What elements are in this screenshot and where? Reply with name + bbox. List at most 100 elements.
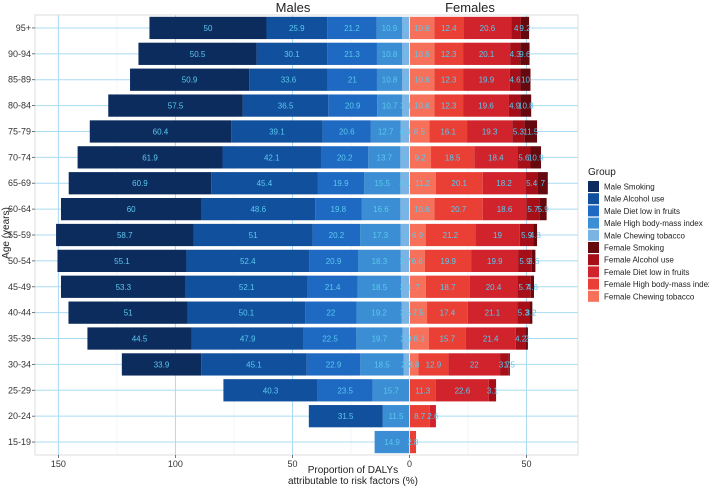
bar-female-smoking [520,68,531,91]
data-label: 57.5 [168,102,184,111]
bar-male-chewing-tobacco [402,327,410,350]
data-label: 18.6 [497,205,513,214]
bar-male-diet-low-in-fruits [317,379,373,402]
bar-male-alcohol-use [186,249,310,273]
bar-female-chewing-tobacco [409,120,430,143]
bar-male-alcohol-use [266,16,328,40]
panel-title-females: Females [445,0,495,15]
bar-male-high-body-mass-index [361,197,401,221]
bar-female-chewing-tobacco [409,94,435,117]
data-label: 20.6 [339,127,355,136]
bar-male-alcohol-use [256,42,328,65]
bar-male-high-body-mass-index [357,249,401,273]
data-label: 52.1 [239,283,255,292]
y-tick-label: 45-49 [8,282,31,292]
data-label: 51 [124,309,133,318]
bar-female-high-body-mass-index [434,16,464,40]
bar-male-high-body-mass-index [357,275,402,298]
data-label: 20.9 [345,102,361,111]
data-label: 19.9 [440,257,456,266]
bar-male-diet-low-in-fruits [305,301,357,324]
data-label: 19 [493,231,502,240]
data-label: 5.6 [518,153,530,162]
data-label: 22 [326,309,335,318]
bar-male-alcohol-use [191,327,304,350]
bar-male-high-body-mass-index [360,353,404,376]
data-label: 4.3 [510,50,522,59]
data-label: 4.9 [509,102,521,111]
data-label: 8.3 [414,335,426,344]
data-label: 12.3 [441,102,457,111]
bar-female-smoking [530,146,542,169]
bar-female-chewing-tobacco [409,327,429,350]
bar-female-high-body-mass-index [429,120,468,143]
y-tick-label: 55-59 [8,230,31,240]
y-tick-label: 15-19 [8,437,31,447]
bar-male-alcohol-use [308,405,383,428]
data-label: 12.9 [426,360,442,369]
legend-swatch [588,278,599,290]
bar-male-diet-low-in-fruits [307,275,358,298]
data-label: 5.3 [513,127,525,136]
data-label: 10.6 [414,76,430,85]
bar-male-alcohol-use [187,301,306,324]
data-labels-layer: 310.921.225.950 10.6 12.4 20.6 4 9.2310.821.3… [114,24,549,447]
data-label: 20.2 [329,231,345,240]
data-label: 8.7 [414,412,426,421]
bar-female-chewing-tobacco [409,301,428,324]
bar-male-high-body-mass-index [374,430,410,454]
data-label: 2.2 [401,360,413,369]
bar-female-smoking [537,172,548,195]
data-label: 21.4 [483,335,499,344]
bar-male-high-body-mass-index [376,68,403,91]
data-label: 8.5 [414,127,426,136]
bar-female-diet-low-in-fruits [429,405,436,428]
bar-female-smoking [525,327,528,350]
data-label: 21.4 [325,283,341,292]
data-label: 9.2 [519,24,531,33]
data-label: 45.4 [257,179,273,188]
data-label: 9.6 [519,50,531,59]
bar-male-chewing-tobacco [402,68,410,91]
bar-female-smoking [533,223,538,247]
bar-male-high-body-mass-index [356,327,403,350]
data-label: 11.5 [523,127,539,136]
data-label: 7.5 [413,309,425,318]
bar-female-diet-low-in-fruits [435,379,489,402]
data-label: 53.3 [116,283,132,292]
bar-female-alcohol-use [519,223,534,247]
bar-male-alcohol-use [222,146,322,169]
data-label: 18.5 [445,153,461,162]
data-label: 1.5 [504,360,516,369]
bar-male-high-body-mass-index [370,120,401,143]
bar-male-alcohol-use [201,353,307,376]
bar-female-alcohol-use [510,42,521,65]
bar-male-high-body-mass-index [360,223,401,247]
bar-male-smoking [77,146,223,169]
data-label: 10.9 [528,153,544,162]
legend-label: Female High body-mass index [604,280,709,289]
bar-male-high-body-mass-index [382,405,410,428]
bar-female-diet-low-in-fruits [465,327,516,350]
data-label: 22.5 [322,335,338,344]
bar-female-chewing-tobacco [409,42,435,65]
bar-female-diet-low-in-fruits [463,16,512,40]
bar-male-diet-low-in-fruits [317,172,365,195]
bar-female-diet-low-in-fruits [471,249,519,273]
data-label: 10.9 [382,24,398,33]
data-label: 9.2 [415,153,427,162]
data-label: 4.1 [399,179,411,188]
bar-female-high-body-mass-index [418,353,449,376]
bar-male-diet-low-in-fruits [321,146,369,169]
data-label: 21.3 [344,50,360,59]
data-label: 5.9 [521,231,533,240]
bars-layer [56,15,548,455]
bar-male-smoking [57,249,187,273]
legend-swatch [588,217,599,229]
legend: Group Male Smoking Male Alcohol use Male D… [588,167,709,302]
y-axis-title: Age (years) [1,207,12,259]
bar-female-alcohol-use [525,172,538,195]
data-label: 50.5 [190,50,206,59]
data-label: 20.2 [337,153,353,162]
data-label: 15.7 [439,335,455,344]
